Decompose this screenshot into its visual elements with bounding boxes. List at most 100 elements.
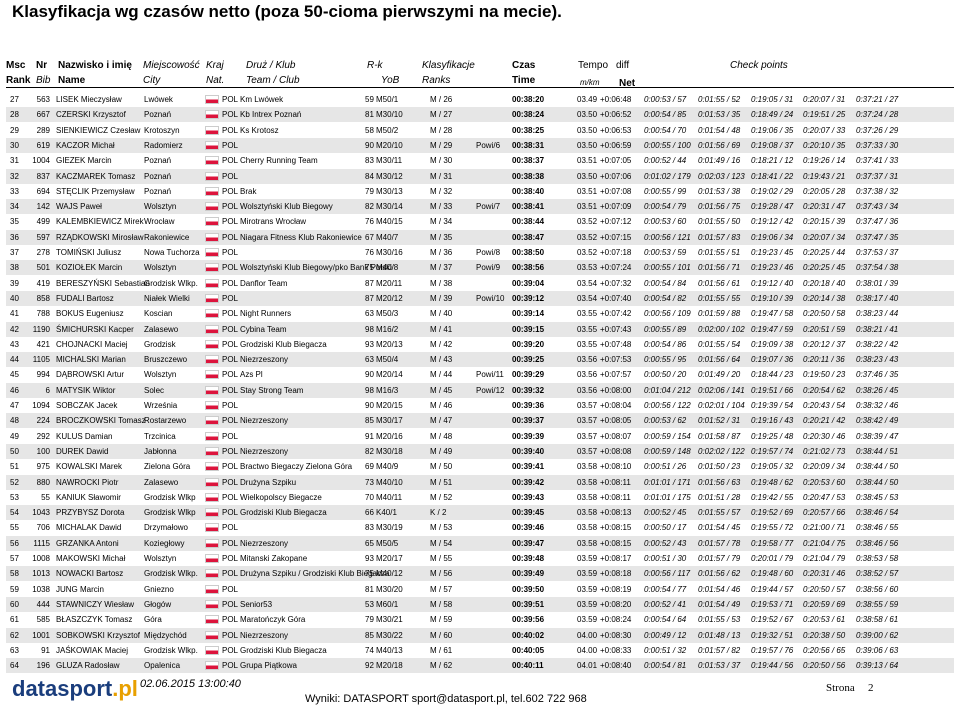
table-cell: 87 (365, 278, 374, 288)
table-cell: 00:39:14 (512, 309, 545, 319)
table-cell: KACZOR Michał (56, 140, 115, 150)
table-cell: Września (144, 401, 178, 410)
table-cell: 994 (36, 370, 50, 380)
table-cell: 0:00:55 / 99 (644, 186, 687, 196)
table-cell: 00:39:39 (512, 431, 545, 441)
table-cell: M20/15 (376, 401, 403, 410)
table-cell: M / 52 (430, 492, 453, 502)
table-cell: M / 42 (430, 339, 453, 349)
table-cell: 0:19:52 / 69 (751, 508, 794, 518)
table-cell: Mitanski Zakopane (240, 554, 308, 563)
table-cell: 03.50 (577, 110, 598, 120)
table-cell: 00:39:40 (512, 446, 545, 456)
table-cell: M40/9 (376, 462, 399, 472)
table-cell: 0:19:52 / 67 (751, 615, 794, 625)
table-cell: FUDALI Bartosz (56, 293, 114, 303)
table-cell: 0:00:55 / 101 (644, 263, 691, 273)
table-cell: 0:01:02 / 179 (644, 171, 691, 181)
table-cell: Niezrzeszony (240, 355, 289, 365)
table-row: 34 142 WAJS Paweł Wolsztyn POL Wolsztyński Kl… (6, 199, 954, 215)
table-cell: 03.59 (577, 615, 598, 625)
table-cell: 694 (36, 186, 50, 196)
table-cell: 0:00:55 / 100 (644, 140, 691, 150)
table-cell: +0:08:04 (600, 401, 632, 410)
table-cell: Mirotrans Wrocław (240, 217, 307, 227)
table-row: 35 499 KALEMBKIEWICZ Mirek Wrocław POL Mirotr… (6, 214, 954, 229)
table-cell: 0:37:21 / 27 (856, 95, 899, 104)
table-cell: 00:39:45 (512, 508, 545, 518)
table-cell: 38 (10, 263, 19, 273)
table-cell: 0:20:07 / 33 (803, 125, 846, 135)
table-cell: M / 44 (430, 370, 453, 380)
table-cell: 0:20:59 / 69 (803, 599, 846, 609)
table-cell: M60/1 (376, 599, 399, 609)
table-cell: 0:21:04 / 79 (803, 554, 846, 563)
table-cell: 0:19:57 / 74 (751, 446, 794, 456)
table-cell: Rakoniewice (144, 232, 190, 242)
flag (205, 355, 219, 365)
table-cell: 0:00:51 / 32 (644, 645, 687, 655)
table-cell: 0:20:15 / 39 (803, 217, 846, 227)
table-row: 49 292 KULUS Damian Trzcinica POL 91 M20/16 M /… (6, 429, 954, 444)
table-cell: 75 (365, 569, 374, 579)
table-cell: 0:19:12 / 42 (751, 217, 794, 227)
table-cell: LISEK Mieczysław (56, 95, 122, 104)
table-cell: M / 43 (430, 355, 453, 365)
table-cell: Powi/7 (476, 202, 501, 212)
table-cell: STĘCLIK Przemysław (56, 186, 135, 196)
table-cell: 46 (10, 385, 19, 395)
table-cell: 43 (10, 339, 19, 349)
table-cell: 0:00:54 / 84 (644, 278, 687, 288)
header-cell: Nazwisko i imię (58, 60, 132, 71)
table-cell: 00:39:56 (512, 615, 545, 625)
table-cell: Powi/8 (476, 248, 501, 257)
table-cell: 49 (10, 431, 19, 441)
table-cell: 0:19:05 / 32 (751, 462, 794, 472)
table-cell: 499 (36, 217, 50, 227)
table-cell: +0:07:18 (600, 248, 632, 257)
table-cell: Grodzisk Wlkp. (144, 569, 198, 579)
flag (205, 462, 219, 472)
table-cell: 0:00:54 / 82 (644, 293, 687, 303)
table-cell: STAWNICZY Wiesław (56, 599, 135, 609)
table-cell: 53 (365, 599, 374, 609)
table-cell: 0:38:46 / 55 (856, 523, 899, 533)
table-cell: CZERSKI Krzysztof (56, 110, 126, 120)
table-cell: M30/17 (376, 416, 403, 426)
table-cell: 0:19:48 / 60 (751, 569, 794, 579)
table-cell: 55 (10, 523, 19, 533)
table-cell: 87 (365, 293, 374, 303)
table-cell: 0:20:43 / 54 (803, 401, 846, 410)
table-cell: Koziegłowy (144, 538, 185, 548)
table-row: 28 667 CZERSKI Krzysztof Poznań POL Kb Intrex… (6, 107, 954, 123)
table-cell: 92 (365, 661, 374, 671)
table-cell: DUREK Dawid (56, 446, 109, 456)
table-cell: 79 (365, 186, 374, 196)
table-cell: POL (222, 630, 239, 640)
table-cell: +0:06:48 (600, 95, 632, 104)
header-cell: Team / Club (246, 75, 300, 86)
table-cell: 85 (365, 630, 374, 640)
table-cell: M50/5 (376, 538, 399, 548)
table-cell: M / 53 (430, 523, 453, 533)
header-cell: Rank (6, 75, 31, 86)
table-cell: 00:39:36 (512, 401, 545, 410)
table-cell: GIEZEK Marcin (56, 156, 112, 166)
table-cell: POL (222, 171, 239, 181)
table-cell: 03.57 (577, 401, 598, 410)
table-cell: M / 41 (430, 324, 453, 334)
table-cell: 0:38:23 / 43 (856, 355, 899, 365)
table-cell: 00:38:44 (512, 217, 545, 227)
table-cell: +0:08:13 (600, 508, 632, 518)
table-cell: 44 (10, 355, 19, 365)
table-cell: 0:19:48 / 62 (751, 477, 794, 487)
table-cell: M30/21 (376, 615, 403, 625)
flag (205, 232, 219, 242)
table-cell: 0:19:55 / 72 (751, 523, 794, 533)
table-cell: 0:01:56 / 71 (698, 263, 741, 273)
table-cell: +0:06:53 (600, 125, 632, 135)
flag (205, 645, 219, 655)
table-cell: 0:37:47 / 36 (856, 217, 899, 227)
header-cell: m/km (580, 78, 600, 87)
table-cell: 0:00:59 / 154 (644, 431, 691, 441)
